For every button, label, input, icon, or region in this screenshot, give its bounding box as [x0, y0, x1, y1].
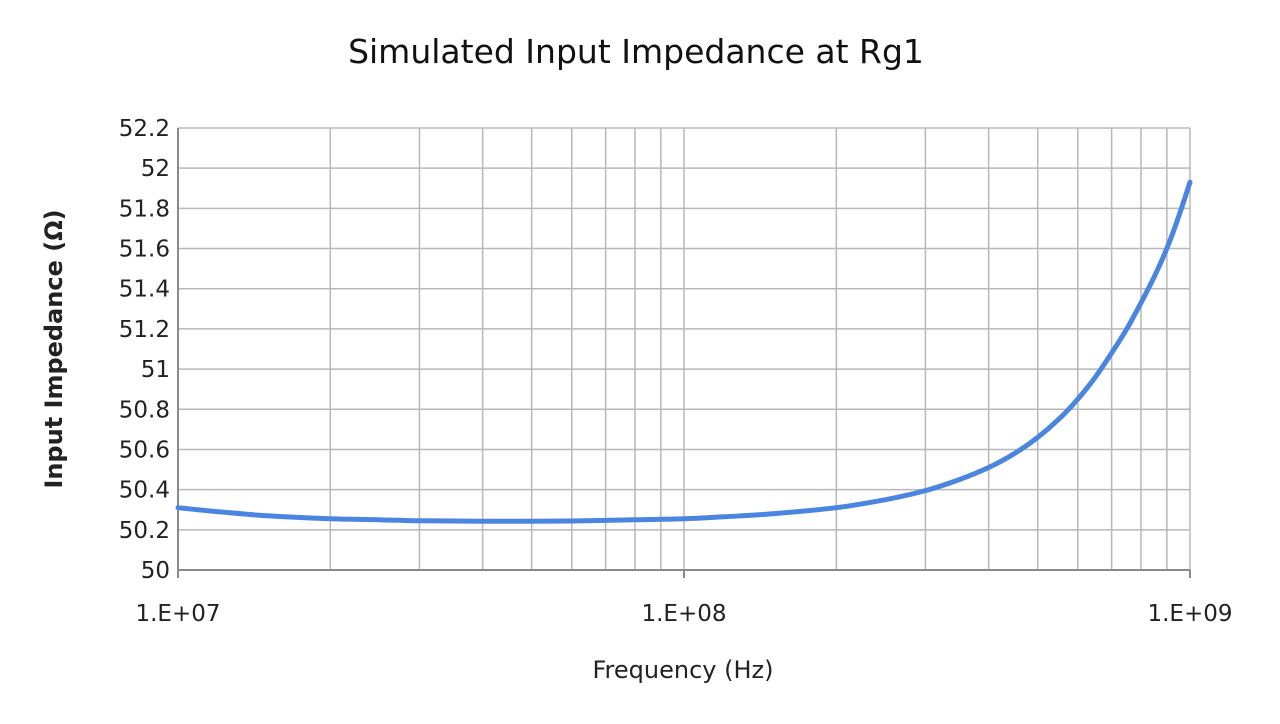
- x-tick-label: 1.E+07: [135, 601, 220, 627]
- y-tick-label: 51.8: [119, 196, 170, 222]
- y-tick-label: 51.6: [119, 237, 170, 263]
- y-tick-label: 50.8: [119, 397, 170, 423]
- chart-title: Simulated Input Impedance at Rg1: [348, 32, 924, 71]
- y-tick-label: 50.4: [119, 478, 170, 504]
- x-axis-label: Frequency (Hz): [593, 656, 774, 684]
- y-tick-label: 51: [141, 357, 170, 383]
- grid: [177, 127, 1191, 578]
- y-tick-label: 50: [141, 558, 170, 584]
- series-layer: [175, 179, 1193, 524]
- y-tick-label: 50.6: [119, 437, 170, 463]
- y-axis-label: Input Impedance (Ω): [40, 209, 68, 488]
- series-line-0: [175, 179, 1193, 524]
- x-tick-label: 1.E+08: [641, 601, 726, 627]
- y-tick-label: 51.2: [119, 317, 170, 343]
- tick-labels: 50 50.2 50.4 50.6 50.8 51 51.2 51.4 51.6 51.8 52 52…: [119, 116, 1233, 627]
- x-tick-label: 1.E+09: [1147, 601, 1232, 627]
- y-tick-label: 51.4: [119, 277, 170, 303]
- y-tick-label: 52: [141, 156, 170, 182]
- y-tick-label: 52.2: [119, 116, 170, 142]
- y-tick-label: 50.2: [119, 518, 170, 544]
